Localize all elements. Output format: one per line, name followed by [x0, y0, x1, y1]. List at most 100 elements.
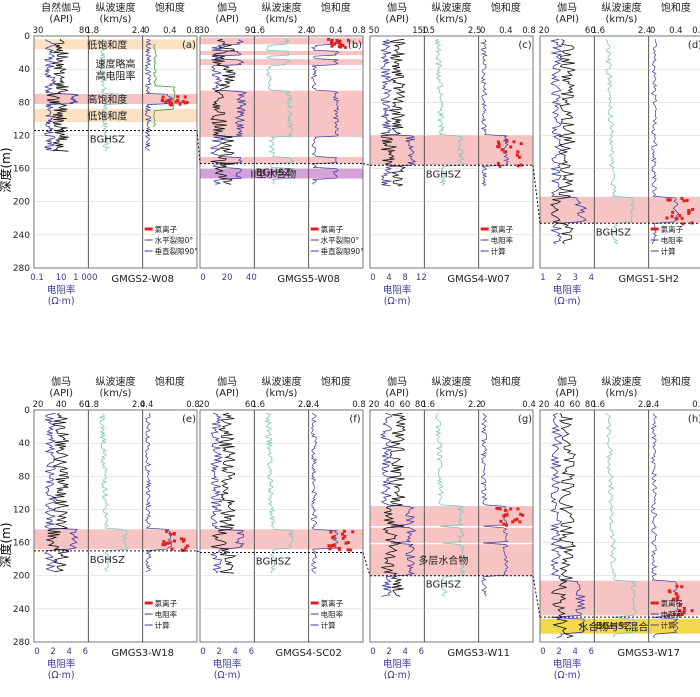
bottom-axis-label: 电阻率(Ω·m) — [383, 658, 412, 681]
bottom-scale-label-line: 4 — [573, 647, 578, 657]
bottom-scale-label: 20 — [222, 273, 233, 283]
bottom-scale-label-line: 6 — [249, 647, 254, 657]
zone-label: 多层水合物 — [418, 554, 468, 567]
column-title-line: 伽马 — [217, 375, 237, 388]
chloride-point — [183, 101, 187, 105]
top-scale-label: 1.8 — [86, 400, 100, 410]
velocity-curve — [434, 412, 466, 597]
chloride-point — [498, 164, 502, 168]
legend-label: 氯离子 — [661, 598, 684, 608]
legend-label: 垂直裂隙90° — [321, 246, 365, 256]
panel-letter-line: (f) — [349, 414, 360, 425]
chloride-point — [180, 548, 184, 552]
bottom-axis-label-line: (Ω·m) — [384, 670, 411, 681]
bottom-scale-label-line: 3 — [573, 273, 578, 283]
legend-label: 氯离子 — [155, 224, 178, 234]
chloride-point — [346, 541, 350, 545]
chloride-point — [680, 612, 684, 616]
track-frame — [253, 35, 310, 269]
panel-letter: (h) — [688, 414, 700, 425]
chloride-point — [184, 546, 188, 550]
top-scale-label: 2.5 — [468, 26, 482, 36]
bottom-scale-label-line: 0 — [34, 647, 39, 657]
column-title: 饱和度 — [155, 375, 185, 388]
bottom-scale-label: 0 — [200, 273, 205, 283]
column-title-line: (API) — [215, 14, 239, 25]
column-title: 纵波速度(km/s) — [602, 1, 642, 25]
panel-c: 伽马(API) 50 150 纵波速度(km/s)1.5 2.5 饱和度 0 0.4 0.8 (c… — [369, 1, 536, 307]
legend-label: 垂直裂隙90° — [155, 246, 199, 256]
chloride-point — [497, 142, 501, 146]
chloride-point — [182, 537, 186, 541]
chloride-point — [519, 163, 523, 167]
depth-tick-label: 120 — [13, 131, 30, 141]
top-scale-label-line: 20 — [369, 400, 380, 410]
top-scale-label: 50 — [369, 26, 380, 36]
well-name: GMGS4-W07 — [447, 274, 510, 285]
bgshz-label: BGHSZ — [426, 169, 461, 180]
top-scale-label: 0 — [144, 26, 149, 36]
hydrate-zone — [34, 94, 197, 104]
chloride-point — [332, 543, 336, 547]
legend-label: 计算 — [661, 246, 676, 256]
depth-tick-label-line: 40 — [19, 439, 31, 449]
chloride-point — [519, 142, 523, 146]
column-title-line: (km/s) — [606, 14, 638, 25]
top-scale-label-line: 0.4 — [329, 26, 343, 36]
bgshz-label-line: BGHSZ — [90, 555, 125, 566]
panel-b: 伽马(API) 30 90 纵波速度(km/s)1.6 2.4 饱和度 0 0.4 0.8 (b)… — [199, 1, 366, 285]
column-title-line: 伽马 — [557, 1, 577, 14]
chloride-point — [336, 40, 340, 44]
bgshz-connector — [532, 165, 541, 224]
column-title-line: 纵波速度 — [602, 375, 642, 388]
well-name: GMGS3-W11 — [447, 648, 510, 659]
chloride-point — [680, 216, 684, 220]
top-scale-label: 1.8 — [86, 26, 100, 36]
chloride-point — [185, 101, 189, 105]
depth-tick-label: 0 — [24, 406, 30, 416]
velocity-curve — [265, 38, 296, 185]
bottom-scale-label: 6 — [589, 647, 594, 657]
legend-label: 计算 — [661, 620, 676, 630]
track-frame — [142, 35, 198, 269]
depth-tick-label: 280 — [13, 264, 30, 274]
top-scale-label: 0.8 — [522, 26, 536, 36]
chloride-point — [667, 613, 671, 617]
column-title-line: 饱和度 — [491, 375, 521, 388]
bottom-scale-label-line: 12 — [416, 273, 427, 283]
top-scale-label-line: 2.4 — [132, 26, 146, 36]
column-title-line: 纵波速度 — [262, 1, 302, 14]
depth-tick-label: 160 — [13, 539, 30, 549]
top-scale-label: 0 — [310, 26, 315, 36]
column-title: 伽马(API) — [49, 375, 73, 399]
top-scale-label: 0.4 — [522, 400, 536, 410]
bottom-axis-label-line: 电阻率 — [47, 284, 76, 296]
legend-label-line: 垂直裂隙90° — [155, 246, 199, 256]
column-title: 伽马(API) — [215, 1, 239, 25]
bgshz-connector — [196, 130, 201, 164]
chloride-point — [174, 100, 178, 104]
chloride-point — [496, 145, 500, 149]
depth-tick-label-line: 160 — [13, 539, 30, 549]
top-scale-label-line: 50 — [369, 26, 380, 36]
bottom-scale-label-line: 4 — [403, 647, 408, 657]
chloride-point — [500, 148, 504, 152]
column-title-line: 伽马 — [217, 1, 237, 14]
panel-letter-line: (d) — [688, 40, 700, 51]
top-scale-label-line: 60 — [585, 26, 596, 36]
top-scale-label-line: 0 — [650, 26, 655, 36]
column-title: 纵波速度(km/s) — [96, 1, 136, 25]
top-scale-label-line: 1.6 — [592, 400, 606, 410]
top-scale-label-line: 2.2 — [638, 400, 652, 410]
chloride-point — [512, 140, 516, 144]
track-frame — [478, 35, 534, 269]
bgshz-connectors — [196, 130, 541, 618]
chloride-point — [680, 196, 684, 200]
depth-tick-label: 240 — [13, 605, 30, 615]
bottom-scale-label: 2 — [216, 647, 221, 657]
bottom-scale-label: 0 — [370, 273, 375, 283]
panel-letter: (e) — [182, 414, 196, 425]
column-title-line: 纵波速度 — [432, 375, 472, 388]
annotation-label-line: 速度略高 — [96, 57, 136, 70]
legend-label-line: 电阻率 — [155, 609, 178, 619]
